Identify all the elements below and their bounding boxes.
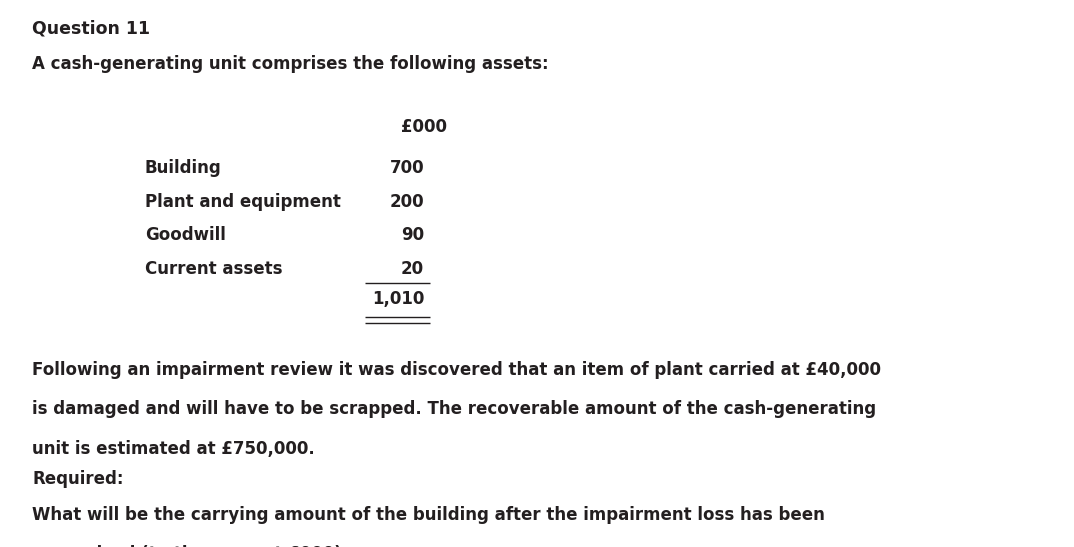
Text: 1,010: 1,010 bbox=[372, 290, 424, 309]
Text: Plant and equipment: Plant and equipment bbox=[145, 193, 340, 211]
Text: What will be the carrying amount of the building after the impairment loss has b: What will be the carrying amount of the … bbox=[32, 506, 825, 524]
Text: 20: 20 bbox=[401, 260, 424, 278]
Text: 700: 700 bbox=[390, 159, 424, 177]
Text: Required:: Required: bbox=[32, 470, 124, 488]
Text: Following an impairment review it was discovered that an item of plant carried a: Following an impairment review it was di… bbox=[32, 361, 882, 379]
Text: Current assets: Current assets bbox=[145, 260, 282, 278]
Text: 200: 200 bbox=[390, 193, 424, 211]
Text: Goodwill: Goodwill bbox=[145, 226, 226, 245]
Text: A cash-generating unit comprises the following assets:: A cash-generating unit comprises the fol… bbox=[32, 55, 549, 73]
Text: recognised (to the nearest £000).: recognised (to the nearest £000). bbox=[32, 545, 348, 547]
Text: 90: 90 bbox=[401, 226, 424, 245]
Text: Question 11: Question 11 bbox=[32, 19, 150, 37]
Text: unit is estimated at £750,000.: unit is estimated at £750,000. bbox=[32, 440, 315, 458]
Text: is damaged and will have to be scrapped. The recoverable amount of the cash-gene: is damaged and will have to be scrapped.… bbox=[32, 400, 876, 418]
Text: Building: Building bbox=[145, 159, 221, 177]
Text: £000: £000 bbox=[402, 118, 447, 136]
